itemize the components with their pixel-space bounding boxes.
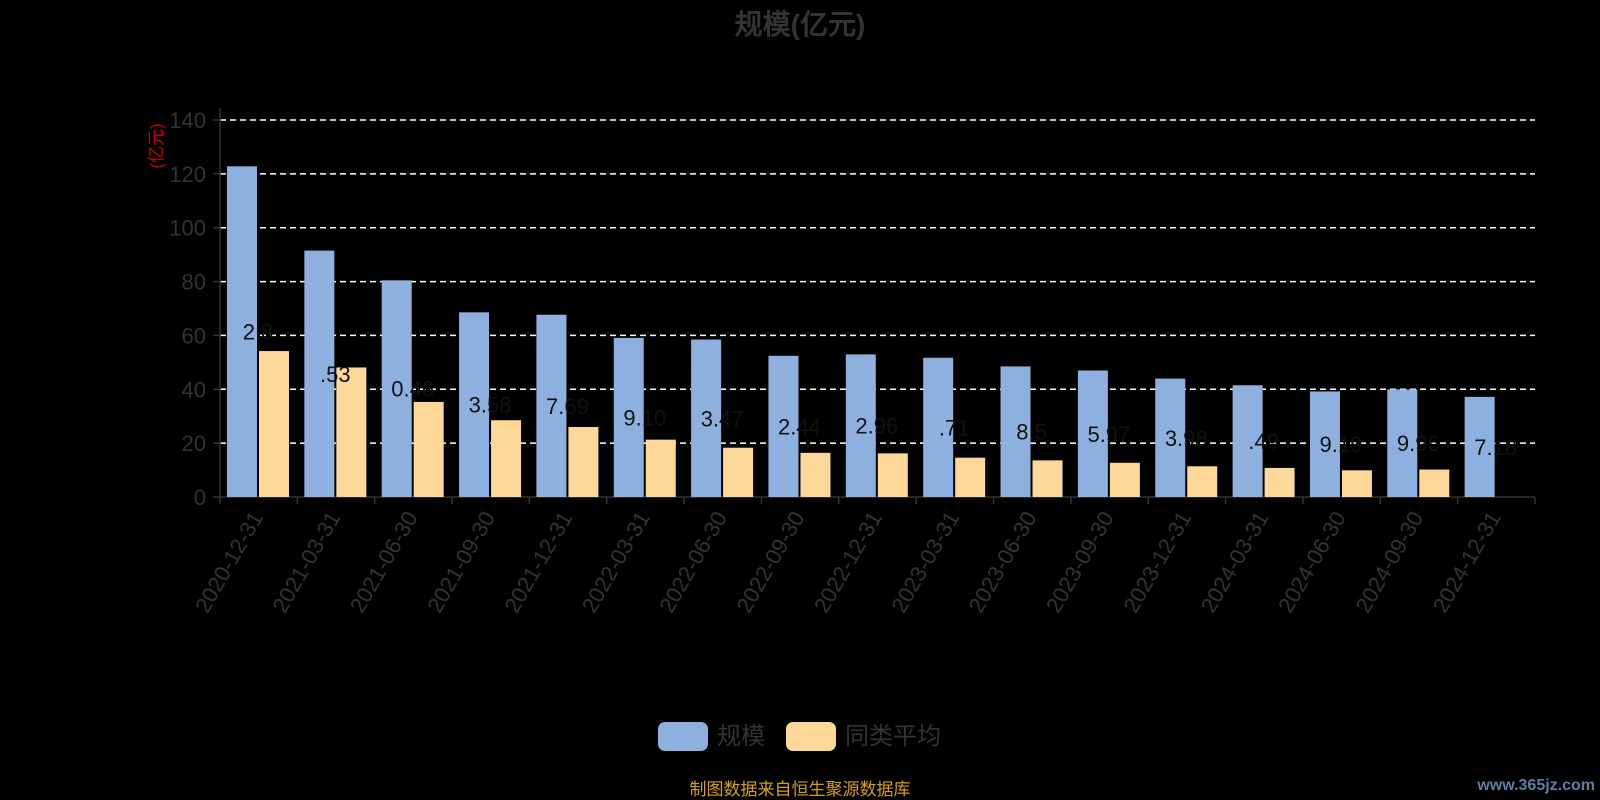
y-tick-label: 20 [182,431,206,456]
legend-swatch [658,722,708,751]
bar-data-label: .49 [1248,429,1279,454]
y-tick-label: 120 [169,162,206,187]
y-tick-label: 40 [182,377,206,402]
x-tick-label: 2021-06-30 [345,507,423,617]
bar-data-label: 7.18 [1474,435,1517,460]
bar-category-average [259,351,289,497]
bar-data-label: 0.46 [391,377,434,402]
bar-scale [304,250,335,497]
y-tick-label: 60 [182,323,206,348]
x-tick-label: 2024-06-30 [1273,507,1351,617]
bar-data-label: .71 [939,415,970,440]
x-tick-label: 2024-09-30 [1350,507,1428,617]
bar-scale [459,312,490,497]
bar-scale [1309,391,1340,497]
x-tick-label: 2022-06-30 [654,507,732,617]
bar-scale [536,314,567,497]
bar-scale [381,280,412,497]
x-tick-label: 2022-09-30 [732,507,810,617]
bar-scale [923,357,954,497]
bar-scale [845,354,876,497]
bar-data-label: 3.98 [1165,426,1208,451]
bar-category-average [1419,469,1450,497]
bar-category-average [491,420,522,497]
bar-data-label: 5.97 [1087,422,1130,447]
bar-data-label: 2.44 [778,414,821,439]
bar-category-average [955,457,986,497]
y-tick-label: 80 [182,270,206,295]
x-tick-label: 2022-12-31 [809,507,887,617]
bar-scale [1155,378,1186,497]
bar-data-label: 2.96 [855,414,898,439]
data-labels: 2.8 .53 0.46 3.58 7.69 9.10 3.47 2.44 2.96 .71 8.5… [243,320,1517,460]
bar-category-average [1032,460,1063,497]
bar-scale [1232,385,1263,497]
bar-category-average [723,447,754,497]
y-tick-label: 100 [169,216,206,241]
bar-scale [1387,389,1418,497]
bar-category-average [1187,466,1218,497]
bar-category-average [800,452,831,497]
bar-scale [613,337,644,497]
bar-data-label: 3.58 [469,393,512,418]
bar-data-label: 3.47 [701,406,744,431]
x-tick-label: 2023-09-30 [1041,507,1119,617]
x-tick-label: 2024-12-31 [1428,507,1506,617]
bar-scale [1077,370,1108,497]
x-tick-label: 2023-12-31 [1118,507,1196,617]
legend: 规模 同类平均 [658,722,941,751]
bar-category-average [568,426,599,497]
x-tick-label: 2022-03-31 [577,507,655,617]
bar-data-label: 7.69 [546,394,589,419]
bar-scale [768,355,799,497]
bar-category-average [1341,470,1372,497]
legend-label: 同类平均 [845,723,941,750]
chart-title: 规模(亿元) [735,9,866,40]
bar-category-average [336,367,367,497]
bar-data-label: 9.96 [1397,431,1440,456]
bar-data-label: .53 [320,362,351,387]
bar-data-label: 9.19 [1320,432,1363,457]
y-axis-unit-label: (亿元) [147,123,166,168]
bar-scale [1464,396,1495,497]
x-tick-label: 2021-03-31 [267,507,345,617]
bar-scale [227,166,257,497]
bar-data-label: 9.10 [623,405,666,430]
watermark: www.365jz.com [1476,777,1595,794]
y-tick-label: 140 [169,108,206,133]
bar-data-label: 8.5 [1016,420,1047,445]
bar-category-average [413,401,444,497]
x-tick-label: 2021-09-30 [422,507,500,617]
bar-data-label: 2.8 [243,320,274,345]
x-tick-label: 2024-03-31 [1196,507,1274,617]
x-tick-label: 2023-06-30 [964,507,1042,617]
source-note: 制图数据来自恒生聚源数据库 [690,780,911,799]
bars [227,166,1495,497]
x-tick-label: 2020-12-31 [190,507,268,617]
y-tick-label: 0 [194,485,206,510]
bar-category-average [877,453,908,497]
x-tick-label: 2021-12-31 [499,507,577,617]
legend-label: 规模 [717,723,765,750]
bar-category-average [645,439,676,497]
legend-swatch [786,722,836,751]
x-tick-label: 2023-03-31 [886,507,964,617]
bar-category-average [1264,467,1295,497]
bar-scale [1000,366,1031,497]
bar-category-average [1109,462,1140,497]
bar-scale [691,339,722,497]
